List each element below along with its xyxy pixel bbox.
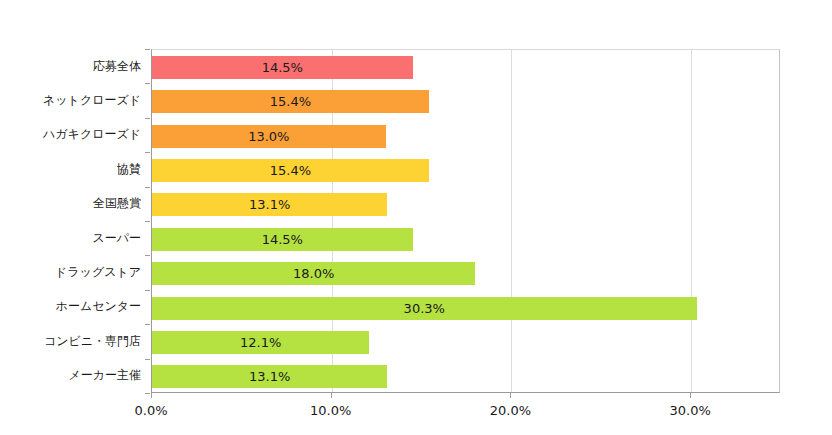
category-label: ドラッグストア — [55, 255, 141, 289]
category-label: ネットクローズド — [43, 83, 141, 117]
value-label: 13.1% — [152, 193, 387, 216]
x-axis-tick — [690, 393, 691, 398]
y-axis-tick — [145, 255, 150, 256]
category-label: 応募全体 — [93, 49, 141, 83]
y-axis-tick — [145, 152, 150, 153]
x-axis-tick — [510, 393, 511, 398]
y-axis-tick — [145, 187, 150, 188]
bar-row: 18.0% — [152, 262, 779, 285]
bar-chart: 応募全体ネットクローズドハガキクローズド協賛全国懸賞スーパードラッグストアホーム… — [0, 0, 832, 435]
value-label: 14.5% — [152, 56, 413, 79]
value-label: 15.4% — [152, 159, 429, 182]
x-axis-tick — [331, 393, 332, 398]
y-axis-tick — [145, 393, 150, 394]
bar-row: 30.3% — [152, 297, 779, 320]
bar-row: 14.5% — [152, 228, 779, 251]
plot-area: 14.5% 15.4% 13.0% 15.4% 13.1% 14.5% 18.0% 30.3%… — [151, 49, 780, 393]
x-axis-label: 20.0% — [470, 403, 550, 418]
value-label: 15.4% — [152, 90, 429, 113]
bar-row: 13.0% — [152, 125, 779, 148]
y-axis-tick — [145, 221, 150, 222]
category-label: 全国懸賞 — [93, 187, 141, 221]
category-label: コンビニ・専門店 — [44, 324, 141, 358]
value-label: 14.5% — [152, 228, 413, 251]
value-label: 13.1% — [152, 365, 387, 388]
bar-row: 15.4% — [152, 159, 779, 182]
value-label: 13.0% — [152, 125, 386, 148]
y-axis-tick — [145, 324, 150, 325]
category-label: 協賛 — [117, 152, 141, 186]
x-axis-label: 10.0% — [291, 403, 371, 418]
category-label: ハガキクローズド — [43, 118, 141, 152]
y-axis-tick — [145, 49, 150, 50]
y-axis-tick — [145, 359, 150, 360]
bar-row: 12.1% — [152, 331, 779, 354]
y-axis-tick — [145, 118, 150, 119]
category-label: ホームセンター — [56, 290, 141, 324]
category-label: メーカー主催 — [68, 359, 141, 393]
bar-row: 13.1% — [152, 193, 779, 216]
x-axis-tick — [151, 393, 152, 398]
value-label: 18.0% — [152, 262, 475, 285]
bar-row: 15.4% — [152, 90, 779, 113]
y-axis-tick — [145, 290, 150, 291]
bar-row: 13.1% — [152, 365, 779, 388]
category-label: スーパー — [92, 221, 141, 255]
value-label: 30.3% — [152, 297, 697, 320]
y-axis-tick — [145, 83, 150, 84]
x-axis-label: 30.0% — [650, 403, 730, 418]
bar-row: 14.5% — [152, 56, 779, 79]
x-axis-label: 0.0% — [111, 403, 191, 418]
value-label: 12.1% — [152, 331, 369, 354]
